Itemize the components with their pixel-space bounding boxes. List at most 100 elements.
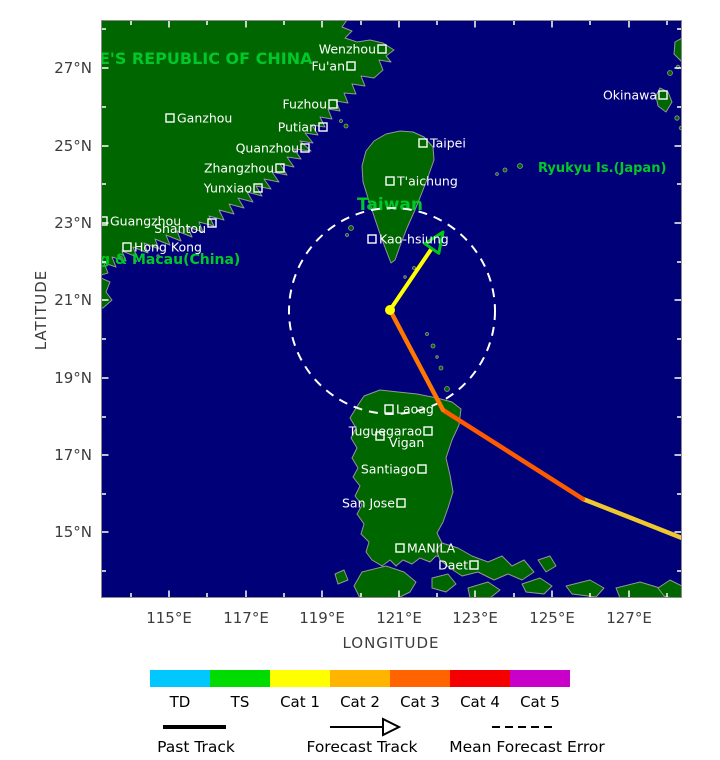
category-label: Cat 4 [460, 693, 500, 711]
latitude-label: 19°N [54, 369, 92, 387]
city-marker [417, 464, 427, 474]
city-label: Laoag [396, 402, 434, 417]
category-label: TD [169, 693, 191, 711]
colorbar-cell-cat-2 [330, 670, 390, 687]
longitude-label: 121°E [376, 609, 422, 627]
island-marinduque [431, 573, 457, 593]
city-marker [395, 543, 405, 553]
city-label: Tuguegarao [348, 424, 422, 439]
landmass-china [101, 20, 395, 276]
colorbar-cell-cat-3 [390, 670, 450, 687]
city-label: Putian [278, 120, 317, 135]
map-plot-area: E'S REPUBLIC OF CHINA Taiwan g & Macau(Chi… [101, 20, 682, 598]
city-label: MANILA [407, 541, 456, 556]
island-small-1 [334, 569, 349, 585]
island-speck [156, 254, 160, 258]
landmass-luzon [349, 389, 462, 567]
city-marker [207, 218, 217, 228]
legend-symbols [163, 717, 552, 737]
y-axis-title: LATITUDE [32, 269, 50, 351]
city-marker [275, 163, 285, 173]
island-speck [674, 115, 680, 121]
city-marker [328, 99, 338, 109]
colorbar-cell-td [150, 670, 210, 687]
x-axis-title: LONGITUDE [342, 634, 440, 652]
city-marker [396, 498, 406, 508]
region-label: E'S REPUBLIC OF CHINA [101, 49, 313, 68]
forecast-track-symbol [330, 717, 402, 737]
latitude-label: 17°N [54, 446, 92, 464]
colorbar-cell-cat-4 [450, 670, 510, 687]
island-small-4 [565, 579, 605, 598]
map-frame [101, 20, 682, 598]
island-catanduanes [537, 555, 557, 573]
island-speck [495, 172, 499, 176]
city-label: Taipei [429, 136, 466, 151]
longitude-label: 125°E [529, 609, 575, 627]
forecast-track-line [388, 246, 434, 312]
colorbar-cell-cat-5 [510, 670, 570, 687]
city-marker [318, 122, 328, 132]
city-marker [423, 426, 433, 436]
forecast-arrow-head [423, 230, 445, 255]
past-track-caption: Past Track [157, 738, 235, 756]
mean-forecast-error-circle [288, 207, 496, 415]
latitude-label: 23°N [54, 214, 92, 232]
city-marker [367, 234, 377, 244]
city-marker [384, 404, 394, 414]
region-label: Taiwan [357, 195, 423, 215]
city-label: Vigan [389, 435, 424, 450]
city-label: Hong Kong [134, 240, 202, 255]
island-speck [403, 275, 407, 279]
city-marker [300, 143, 310, 153]
island-speck [348, 225, 354, 231]
island-speck [119, 256, 123, 260]
island-okinawa-edge [673, 37, 682, 63]
island-speck [430, 343, 436, 349]
island-mindoro [353, 565, 417, 598]
city-marker [375, 431, 385, 441]
city-label: Wenzhou [319, 42, 376, 57]
colorbar-cell-ts [210, 670, 270, 687]
city-marker [385, 176, 395, 186]
small-islands [119, 64, 682, 392]
city-label: San Jose [342, 496, 395, 511]
city-marker [658, 90, 668, 100]
longitude-label: 117°E [223, 609, 269, 627]
city-marker [165, 113, 175, 123]
city-label: Kao-hsiung [379, 232, 449, 247]
island-speck [667, 70, 673, 76]
city-marker [469, 560, 479, 570]
landmass-bicol [435, 542, 535, 581]
current-position-dot [385, 305, 395, 315]
category-label: Cat 2 [340, 693, 380, 711]
latitude-label: 15°N [54, 523, 92, 541]
island-speck [435, 355, 439, 359]
longitude-label: 123°E [452, 609, 498, 627]
island-speck [345, 233, 349, 237]
island-speck [502, 167, 508, 173]
city-marker [377, 44, 387, 54]
island-speck [444, 386, 450, 392]
island-speck [517, 163, 523, 169]
city-label: Guangzhou [110, 214, 181, 229]
city-label: Fu'an [312, 59, 345, 74]
island-small-3 [521, 577, 553, 595]
city-marker [122, 242, 132, 252]
island-speck [438, 365, 444, 371]
longitude-label: 119°E [299, 609, 345, 627]
landmass-taiwan [361, 130, 435, 264]
longitude-label: 115°E [146, 609, 192, 627]
legend: TD TS Cat 1 Cat 2 Cat 3 Cat 4 Cat 5 Past Track… [0, 660, 720, 760]
category-label: Cat 1 [280, 693, 320, 711]
colorbar-cell-cat-1 [270, 670, 330, 687]
mean-forecast-error-caption: Mean Forecast Error [449, 738, 605, 756]
city-marker [253, 183, 263, 193]
city-label: Daet [438, 558, 468, 573]
category-label: Cat 5 [520, 693, 560, 711]
latitude-label: 25°N [54, 137, 92, 155]
category-label: Cat 3 [400, 693, 440, 711]
longitude-label: 127°E [606, 609, 652, 627]
city-label: Quanzhou [236, 141, 299, 156]
forecast-track-caption: Forecast Track [306, 738, 418, 756]
